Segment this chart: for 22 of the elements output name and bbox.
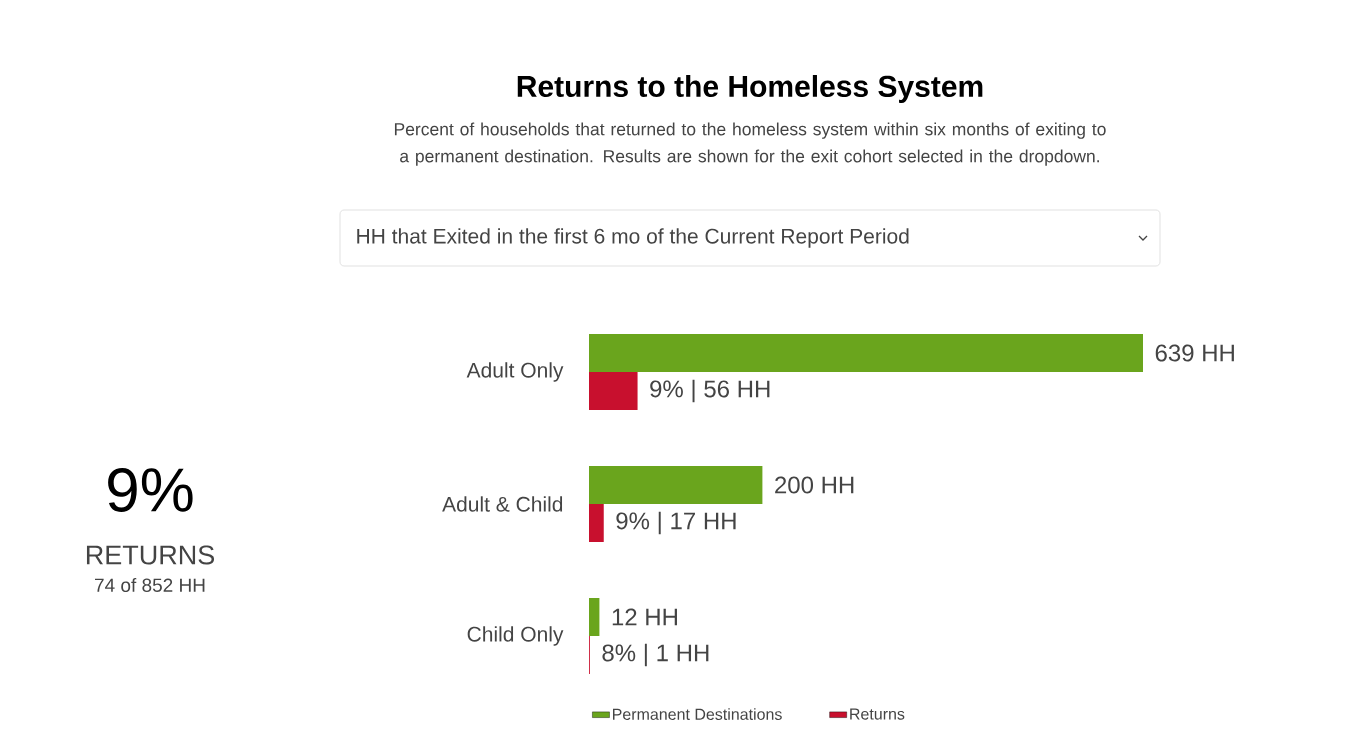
legend-label: Returns: [850, 708, 905, 720]
data-label: 200 HH: [775, 476, 854, 494]
y-tick-label: Adult Only: [466, 362, 564, 382]
bar: [589, 372, 638, 410]
chart-title: Returns to the Homeless System: [517, 75, 983, 103]
text: HH that Exited in the first 6 mo of the Current Report Period: [357, 228, 909, 248]
bar: [589, 597, 600, 636]
data-label: 8% | 1 HH: [602, 643, 709, 667]
text: 74 of 852 HH: [95, 578, 205, 592]
text: 9%: [108, 468, 193, 512]
text: RETURNS: [86, 545, 215, 565]
data-label: 12 HH: [612, 608, 677, 626]
y-tick-label: Adult & Child: [442, 496, 563, 512]
bar: [589, 504, 604, 542]
y-tick-label: Child Only: [467, 626, 564, 646]
data-label: 9% | 56 HH: [650, 379, 770, 403]
legend-label: Permanent Destinations: [613, 708, 782, 720]
data-label: 639 HH: [1155, 344, 1234, 362]
bar: [589, 334, 1143, 372]
bar: [589, 465, 763, 504]
chart-subtitle: Percent of households that returned to the homeless system within six months of exiting to a permanent destination. Results are shown for the exit cohort selected in the dropdown.: [394, 122, 1106, 166]
data-label: 9% | 17 HH: [616, 511, 736, 535]
